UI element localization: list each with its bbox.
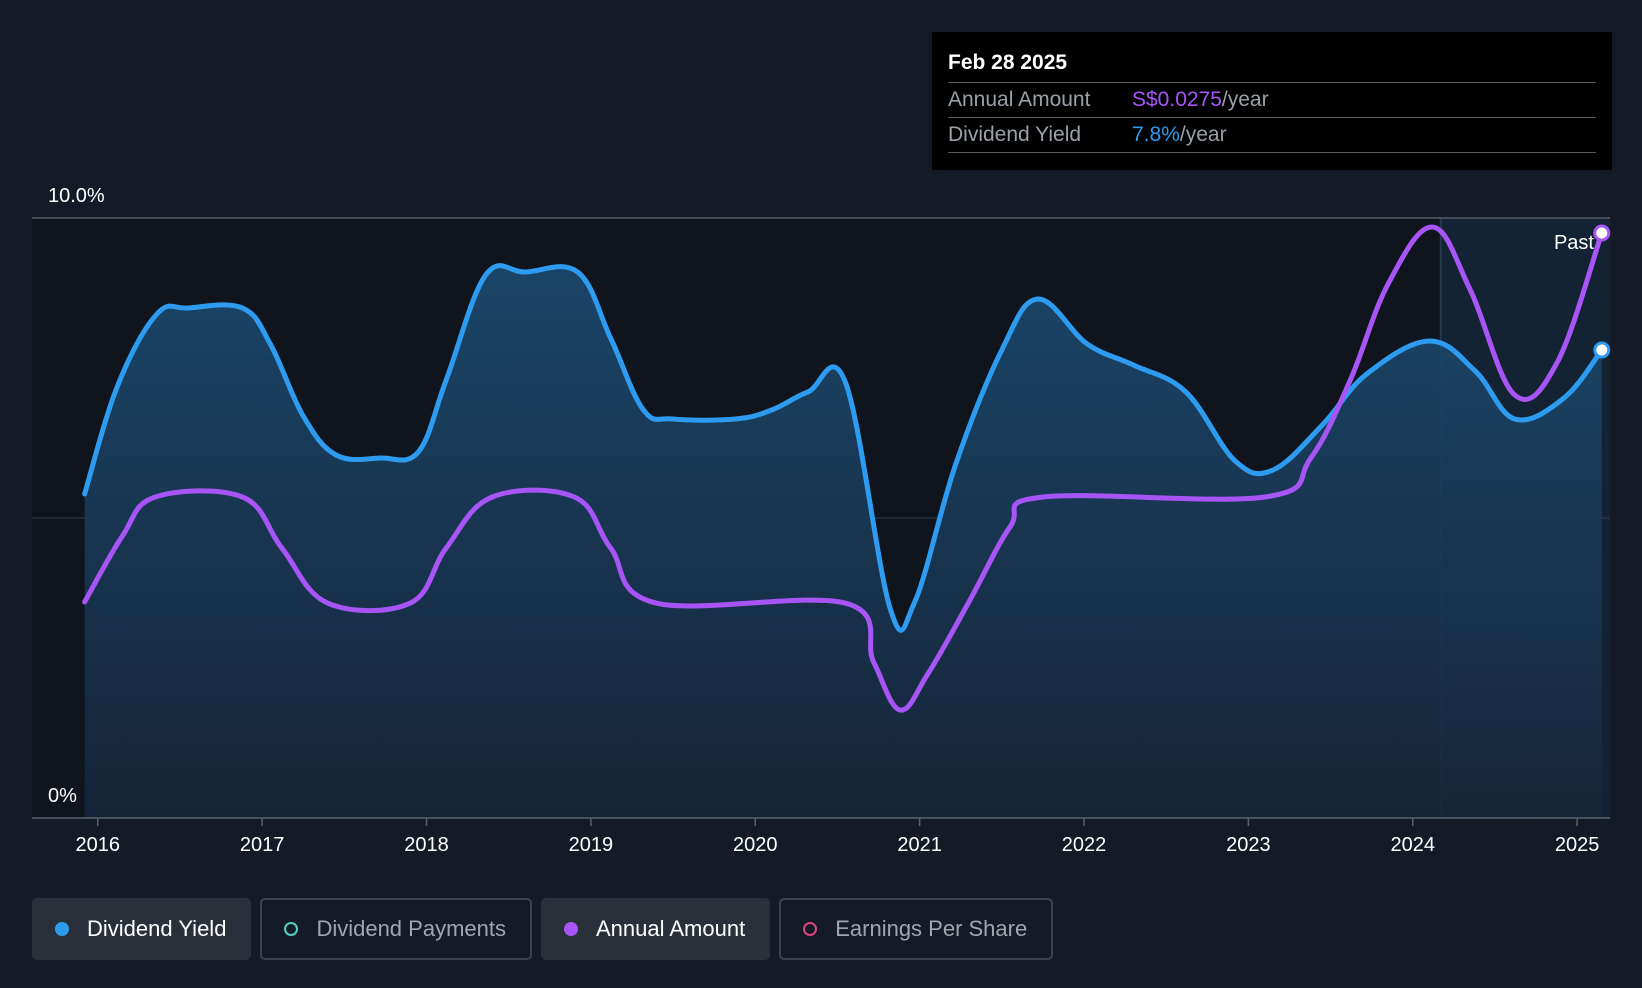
tooltip-unit: /year — [1179, 123, 1227, 146]
x-tick-label: 2019 — [569, 834, 614, 856]
y-tick-label-bottom: 0% — [48, 785, 77, 807]
annual-amount-end-marker — [1593, 224, 1611, 242]
legend-label: Dividend Yield — [87, 916, 227, 941]
x-tick-label: 2016 — [76, 834, 121, 856]
tooltip-label: Dividend Yield — [948, 123, 1082, 146]
x-axis-ticks: 2016 2017 2018 2019 2020 2021 2022 2023 2024 2025 — [76, 818, 1600, 856]
legend-dot-icon — [803, 922, 818, 936]
annual-amount-line — [82, 224, 1605, 713]
tooltip-date: Feb 28 2025 — [948, 51, 1068, 74]
tooltip-row-annual-amount: Annual Amount S$0.0275 /year — [948, 82, 1596, 117]
x-tick-label: 2023 — [1226, 834, 1271, 856]
x-tick-label: 2021 — [897, 834, 942, 856]
tooltip-value: S$0.0275 — [1132, 88, 1222, 111]
legend: Dividend Yield Dividend Payments Annual … — [32, 898, 1054, 960]
tooltip-row-dividend-yield: Dividend Yield 7.8% /year — [948, 117, 1596, 153]
dividend-yield-line — [82, 263, 1605, 633]
x-tick-label: 2024 — [1391, 834, 1436, 856]
dividend-yield-area — [84, 265, 1602, 818]
legend-label: Dividend Payments — [316, 916, 506, 941]
x-tick-label: 2020 — [733, 834, 778, 856]
dividend-chart: 2016 2017 2018 2019 2020 2021 2022 2023 2024 2025… — [32, 185, 1611, 856]
legend-dot-icon — [55, 922, 69, 936]
x-tick-label: 2017 — [240, 834, 285, 856]
dividend-yield-end-marker — [1593, 341, 1611, 359]
x-tick-label: 2022 — [1062, 834, 1107, 856]
x-tick-label: 2018 — [404, 834, 449, 856]
y-tick-label-top: 10.0% — [48, 185, 105, 207]
past-label: Past — [1554, 232, 1594, 254]
tooltip-value: 7.8% — [1132, 123, 1180, 146]
legend-earnings-per-share[interactable]: Earnings Per Share — [779, 898, 1054, 960]
legend-dividend-yield[interactable]: Dividend Yield — [32, 898, 252, 960]
tooltip-panel: Feb 28 2025 Annual Amount S$0.0275 /year… — [932, 32, 1612, 170]
legend-label: Annual Amount — [595, 916, 746, 941]
legend-dot-icon — [563, 922, 578, 936]
x-tick-label: 2025 — [1555, 834, 1600, 856]
legend-dividend-payments[interactable]: Dividend Payments — [260, 898, 532, 960]
legend-dot-icon — [284, 922, 299, 936]
legend-label: Earnings Per Share — [835, 916, 1028, 941]
legend-annual-amount[interactable]: Annual Amount — [540, 898, 771, 960]
tooltip-label: Annual Amount — [948, 88, 1091, 111]
tooltip-unit: /year — [1221, 88, 1269, 111]
